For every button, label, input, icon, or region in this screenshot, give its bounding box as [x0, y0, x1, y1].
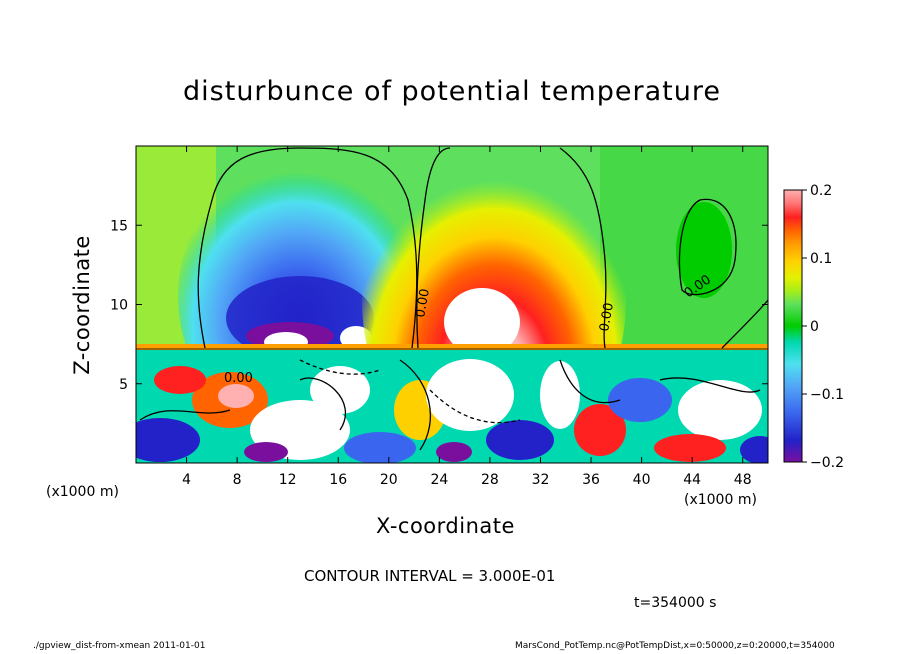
y-axis: 5 10 15	[110, 218, 768, 393]
x-tick-label: 40	[633, 472, 651, 488]
x-unit-right: (x1000 m)	[684, 492, 757, 508]
colorbar-tick-label: 0	[810, 319, 819, 335]
y-tick-label: 5	[119, 377, 128, 393]
x-tick-label: 44	[683, 472, 701, 488]
contour-label: 0.00	[224, 371, 253, 386]
colorbar-axis: 0.2 0.1 0 −0.1 −0.2	[802, 183, 844, 471]
x-tick-label: 16	[329, 472, 347, 488]
heatmap-field: 0.00 0.00 0.00 0.00	[136, 146, 768, 463]
warm-core	[444, 288, 520, 356]
lower-blobs	[136, 359, 768, 463]
colorbar	[783, 189, 803, 463]
x-tick-label: 24	[430, 472, 448, 488]
x-tick-label: 48	[734, 472, 752, 488]
x-axis: 4 8 12 16 20 24 28 32 36 40 44 48	[182, 146, 752, 488]
x-tick-label: 32	[532, 472, 550, 488]
y-tick-label: 10	[110, 298, 128, 314]
x-tick-label: 8	[233, 472, 242, 488]
x-tick-label: 12	[279, 472, 297, 488]
boundary-band	[136, 344, 768, 350]
x-axis-label: X-coordinate	[376, 514, 515, 538]
x-tick-label: 28	[481, 472, 499, 488]
y-axis-label: Z-coordinate	[70, 235, 94, 375]
x-tick-label: 20	[380, 472, 398, 488]
y-tick-label: 15	[110, 218, 128, 234]
time-label: t=354000 s	[634, 595, 717, 611]
colorbar-tick-label: 0.2	[810, 183, 832, 199]
x-tick-label: 4	[182, 472, 191, 488]
colorbar-tick-label: 0.1	[810, 251, 832, 267]
footer-left: ./gpview_dist-from-xmean 2011-01-01	[33, 641, 206, 651]
contour-lines	[136, 147, 768, 451]
right-anomaly	[676, 202, 732, 298]
footer-right: MarsCond_PotTemp.nc@PotTempDist,x=0:5000…	[515, 641, 835, 651]
contour-label: 0.00	[597, 302, 617, 333]
colorbar-tick-label: −0.2	[810, 455, 844, 471]
x-unit-left: (x1000 m)	[46, 484, 119, 500]
contour-label: 0.00	[413, 288, 433, 319]
contour-interval: CONTOUR INTERVAL = 3.000E-01	[304, 567, 556, 585]
chart-title: disturbunce of potential temperature	[183, 76, 721, 107]
x-tick-label: 36	[582, 472, 600, 488]
colorbar-tick-label: −0.1	[810, 387, 844, 403]
